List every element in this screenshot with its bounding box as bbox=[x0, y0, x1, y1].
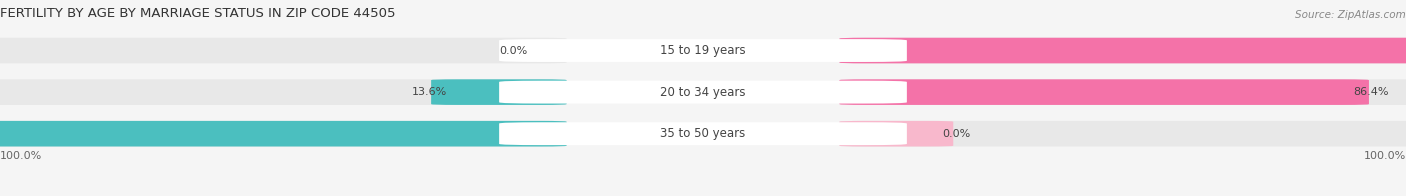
Text: 0.0%: 0.0% bbox=[942, 129, 970, 139]
Text: 86.4%: 86.4% bbox=[1354, 87, 1389, 97]
FancyBboxPatch shape bbox=[432, 79, 567, 105]
FancyBboxPatch shape bbox=[499, 122, 907, 145]
Text: 100.0%: 100.0% bbox=[1364, 151, 1406, 161]
FancyBboxPatch shape bbox=[499, 81, 907, 103]
Text: Source: ZipAtlas.com: Source: ZipAtlas.com bbox=[1295, 10, 1406, 20]
FancyBboxPatch shape bbox=[839, 38, 1406, 63]
Text: 100.0%: 100.0% bbox=[0, 151, 42, 161]
Text: 15 to 19 years: 15 to 19 years bbox=[661, 44, 745, 57]
FancyBboxPatch shape bbox=[839, 121, 953, 146]
FancyBboxPatch shape bbox=[0, 121, 567, 146]
Text: 35 to 50 years: 35 to 50 years bbox=[661, 127, 745, 140]
FancyBboxPatch shape bbox=[0, 121, 567, 146]
Text: FERTILITY BY AGE BY MARRIAGE STATUS IN ZIP CODE 44505: FERTILITY BY AGE BY MARRIAGE STATUS IN Z… bbox=[0, 7, 395, 20]
FancyBboxPatch shape bbox=[0, 79, 567, 105]
FancyBboxPatch shape bbox=[0, 38, 567, 63]
FancyBboxPatch shape bbox=[839, 121, 1406, 146]
FancyBboxPatch shape bbox=[839, 38, 1406, 63]
Text: 0.0%: 0.0% bbox=[499, 45, 527, 55]
FancyBboxPatch shape bbox=[839, 79, 1406, 105]
Text: 13.6%: 13.6% bbox=[412, 87, 447, 97]
Text: 20 to 34 years: 20 to 34 years bbox=[661, 86, 745, 99]
FancyBboxPatch shape bbox=[499, 39, 907, 62]
FancyBboxPatch shape bbox=[839, 79, 1369, 105]
